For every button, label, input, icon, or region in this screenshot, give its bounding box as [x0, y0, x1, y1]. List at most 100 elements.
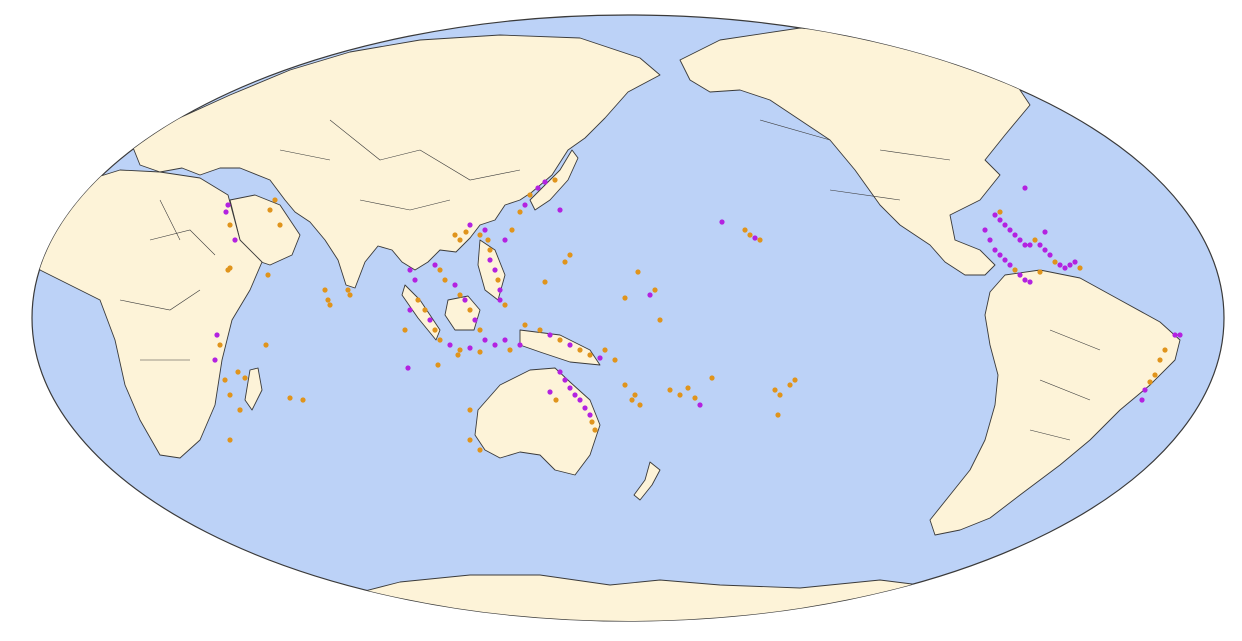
- land-antarctica: [319, 574, 931, 621]
- marker-a: [232, 237, 238, 243]
- marker-b: [457, 237, 463, 243]
- marker-a: [572, 392, 578, 398]
- marker-b: [487, 247, 493, 253]
- marker-a: [992, 247, 998, 253]
- marker-a: [467, 345, 473, 351]
- land-south-america: [929, 269, 1181, 536]
- marker-b: [589, 419, 595, 425]
- marker-b: [217, 342, 223, 348]
- marker-a: [1022, 242, 1028, 248]
- marker-a: [407, 307, 413, 313]
- marker-a: [547, 332, 553, 338]
- marker-a: [542, 179, 548, 185]
- landmasses: [32, 15, 1181, 621]
- marker-b: [562, 259, 568, 265]
- marker-b: [635, 269, 641, 275]
- land-new-zealand: [633, 461, 661, 501]
- marker-a: [567, 342, 573, 348]
- marker-b: [325, 297, 331, 303]
- marker-a: [1022, 277, 1028, 283]
- marker-a: [212, 357, 218, 363]
- marker-b: [227, 265, 233, 271]
- marker-b: [777, 392, 783, 398]
- marker-b: [467, 407, 473, 413]
- marker-a: [1139, 397, 1145, 403]
- marker-b: [557, 337, 563, 343]
- marker-a: [497, 287, 503, 293]
- marker-a: [1172, 332, 1178, 338]
- marker-b: [477, 327, 483, 333]
- marker-b: [463, 229, 469, 235]
- marker-a: [472, 317, 478, 323]
- land-madagascar: [244, 367, 263, 411]
- marker-b: [477, 447, 483, 453]
- marker-b: [657, 317, 663, 323]
- marker-b: [517, 209, 523, 215]
- marker-b: [592, 427, 598, 433]
- marker-a: [647, 292, 653, 298]
- marker-b: [222, 377, 228, 383]
- land-australia: [474, 367, 601, 476]
- marker-a: [535, 185, 541, 191]
- marker-b: [477, 349, 483, 355]
- marker-a: [982, 227, 988, 233]
- marker-a: [1177, 332, 1183, 338]
- marker-a: [1012, 232, 1018, 238]
- marker-a: [1062, 265, 1068, 271]
- marker-a: [987, 237, 993, 243]
- marker-b: [1157, 357, 1163, 363]
- marker-a: [1027, 279, 1033, 285]
- marker-b: [432, 327, 438, 333]
- marker-b: [437, 337, 443, 343]
- marker-b: [442, 277, 448, 283]
- marker-b: [437, 267, 443, 273]
- marker-b: [1037, 269, 1043, 275]
- marker-a: [1007, 227, 1013, 233]
- marker-a: [432, 262, 438, 268]
- marker-b: [632, 392, 638, 398]
- marker-b: [415, 297, 421, 303]
- marker-b: [685, 385, 691, 391]
- marker-b: [567, 252, 573, 258]
- marker-b: [277, 222, 283, 228]
- marker-a: [547, 389, 553, 395]
- marker-a: [1017, 272, 1023, 278]
- marker-a: [1042, 229, 1048, 235]
- marker-b: [577, 347, 583, 353]
- marker-b: [455, 352, 461, 358]
- marker-b: [322, 287, 328, 293]
- marker-a: [719, 219, 725, 225]
- marker-b: [587, 352, 593, 358]
- marker-a: [467, 222, 473, 228]
- marker-a: [697, 402, 703, 408]
- marker-b: [422, 307, 428, 313]
- marker-b: [677, 392, 683, 398]
- marker-b: [1052, 259, 1058, 265]
- marker-a: [577, 397, 583, 403]
- observation-markers: [212, 177, 1183, 453]
- marker-b: [477, 232, 483, 238]
- marker-a: [1067, 262, 1073, 268]
- marker-b: [495, 277, 501, 283]
- marker-b: [235, 369, 241, 375]
- marker-a: [1017, 237, 1023, 243]
- marker-b: [327, 302, 333, 308]
- marker-b: [602, 347, 608, 353]
- marker-a: [1022, 185, 1028, 191]
- marker-a: [427, 317, 433, 323]
- marker-b: [667, 387, 673, 393]
- marker-a: [582, 405, 588, 411]
- marker-b: [1032, 237, 1038, 243]
- marker-b: [452, 232, 458, 238]
- marker-a: [405, 365, 411, 371]
- marker-b: [467, 437, 473, 443]
- marker-b: [435, 362, 441, 368]
- marker-b: [272, 197, 278, 203]
- marker-b: [747, 232, 753, 238]
- marker-b: [622, 382, 628, 388]
- marker-b: [485, 237, 491, 243]
- marker-a: [587, 412, 593, 418]
- marker-a: [225, 202, 231, 208]
- marker-b: [772, 387, 778, 393]
